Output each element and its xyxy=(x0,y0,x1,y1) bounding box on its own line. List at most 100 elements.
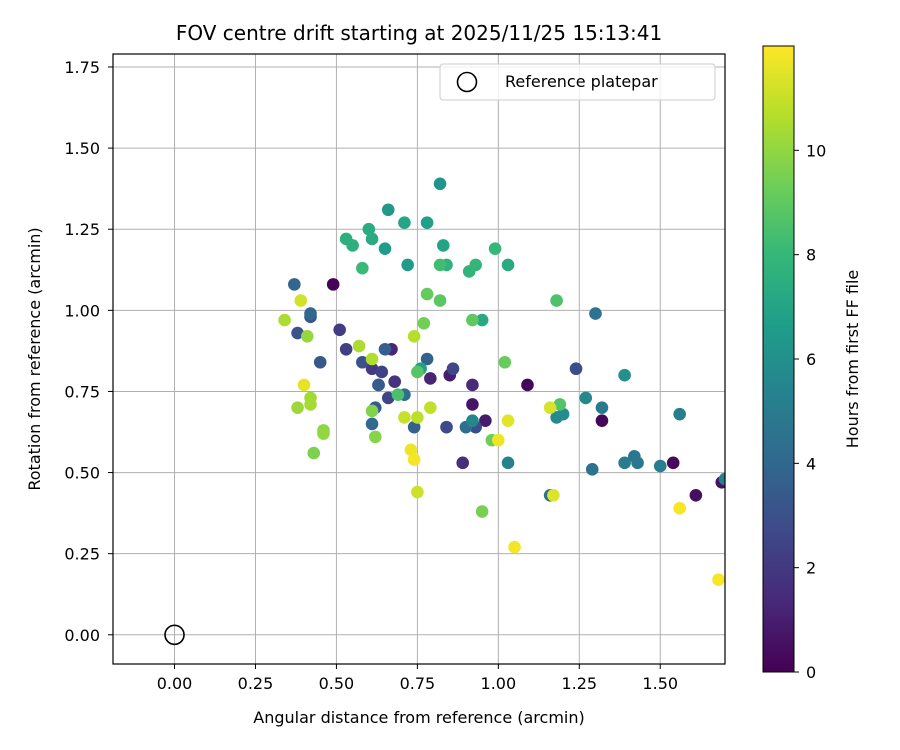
colorbar-gradient xyxy=(762,45,795,673)
y-tick-label: 0.50 xyxy=(64,464,100,483)
scatter-point xyxy=(365,404,379,418)
scatter-point xyxy=(433,258,447,272)
colorbar-tick-label: 4 xyxy=(806,454,816,473)
y-tick-label: 0.75 xyxy=(64,382,100,401)
scatter-point xyxy=(501,456,515,470)
scatter-point xyxy=(501,258,515,272)
scatter-point xyxy=(521,378,534,392)
scatter-point xyxy=(466,398,479,411)
scatter-point xyxy=(579,391,593,405)
scatter-point xyxy=(398,216,411,230)
scatter-point xyxy=(407,420,421,434)
legend: Reference platepar xyxy=(439,63,716,101)
scatter-point xyxy=(550,294,563,307)
x-tick-label: 0.50 xyxy=(319,674,355,693)
x-axis-label: Angular distance from reference (arcmin) xyxy=(253,708,584,727)
scatter-point xyxy=(595,401,609,414)
scatter-point xyxy=(313,355,327,369)
scatter-point xyxy=(475,505,489,518)
scatter-point xyxy=(378,242,392,255)
scatter-point xyxy=(288,278,301,291)
scatter-point xyxy=(356,355,369,369)
scatter-point xyxy=(362,222,376,236)
scatter-point xyxy=(398,411,411,424)
y-tick-label: 1.25 xyxy=(64,220,100,239)
scatter-point xyxy=(411,365,424,379)
scatter-point xyxy=(488,242,502,255)
scatter-point xyxy=(420,287,434,301)
scatter-point xyxy=(479,414,492,427)
scatter-point xyxy=(436,239,450,252)
scatter-point xyxy=(466,414,479,427)
scatter-point xyxy=(411,411,424,424)
scatter-point xyxy=(433,294,447,307)
scatter-point xyxy=(631,456,644,470)
colorbar-tick-label: 10 xyxy=(806,141,826,160)
x-tick-label: 1.50 xyxy=(642,674,678,693)
scatter-point xyxy=(673,407,686,421)
scatter-point xyxy=(365,362,379,376)
scatter-point xyxy=(553,398,567,411)
scatter-point xyxy=(300,329,314,343)
scatter-point xyxy=(326,278,340,291)
scatter-point xyxy=(304,307,317,320)
colorbar: 0 2 4 6 8 10 Hours from first FF file xyxy=(762,45,862,682)
y-tick-label: 0.00 xyxy=(64,626,100,645)
scatter-point xyxy=(498,355,512,369)
scatter-point xyxy=(475,313,489,327)
legend-label: Reference platepar xyxy=(505,72,658,91)
colorbar-tick-label: 0 xyxy=(806,663,816,682)
legend-box xyxy=(439,63,716,101)
plot-frame xyxy=(112,53,726,665)
scatter-point xyxy=(556,407,570,421)
scatter-point xyxy=(420,216,434,230)
colorbar-tick-label: 2 xyxy=(806,559,816,578)
colorbar-tick-label: 8 xyxy=(806,246,816,265)
scatter-point xyxy=(381,203,395,217)
scatter-point xyxy=(407,453,421,466)
x-tick-label: 1.00 xyxy=(481,674,517,693)
scatter-point xyxy=(456,456,470,470)
scatter-point xyxy=(547,488,560,502)
scatter-point xyxy=(492,433,505,447)
scatter-point xyxy=(420,352,434,366)
reference-platepar-marker xyxy=(164,624,185,646)
scatter-point xyxy=(595,414,609,427)
scatter-point xyxy=(501,414,515,427)
colorbar-tick-label: 6 xyxy=(806,350,816,369)
scatter-point xyxy=(333,323,346,337)
x-tick-label: 0.00 xyxy=(157,674,193,693)
scatter-point xyxy=(446,362,460,376)
x-tick-label: 0.25 xyxy=(238,674,274,693)
y-axis-label: Rotation from reference (arcmin) xyxy=(25,227,44,490)
y-tick-label: 1.50 xyxy=(64,139,100,158)
y-axis-ticks: 0.00 0.25 0.50 0.75 1.00 1.25 1.50 1.75 xyxy=(64,58,113,645)
legend-reference-icon xyxy=(456,71,478,93)
scatter-point xyxy=(365,232,379,246)
scatter-point xyxy=(317,427,330,440)
scatter-point xyxy=(417,317,431,330)
y-tick-label: 1.00 xyxy=(64,301,100,320)
scatter-point xyxy=(569,362,583,376)
scatter-point xyxy=(352,339,366,353)
scatter-point xyxy=(689,488,703,502)
y-tick-label: 0.25 xyxy=(64,545,100,564)
chart-title: FOV centre drift starting at 2025/11/25 … xyxy=(176,21,662,45)
x-tick-label: 1.25 xyxy=(561,674,597,693)
scatter-point xyxy=(469,258,482,272)
grid-lines xyxy=(113,54,725,664)
scatter-point xyxy=(404,443,418,457)
scatter-point xyxy=(291,326,304,340)
scatter-point xyxy=(307,446,321,460)
scatter-point xyxy=(391,388,405,401)
scatter-point xyxy=(618,368,631,382)
scatter-point xyxy=(365,417,379,431)
scatter-point xyxy=(356,261,369,275)
scatter-point xyxy=(424,372,437,385)
scatter-point xyxy=(297,378,311,392)
scatter-point xyxy=(666,456,680,470)
scatter-point xyxy=(585,463,599,476)
scatter-point xyxy=(291,401,304,414)
y-tick-label: 1.75 xyxy=(64,58,100,77)
scatter-point xyxy=(407,329,421,343)
